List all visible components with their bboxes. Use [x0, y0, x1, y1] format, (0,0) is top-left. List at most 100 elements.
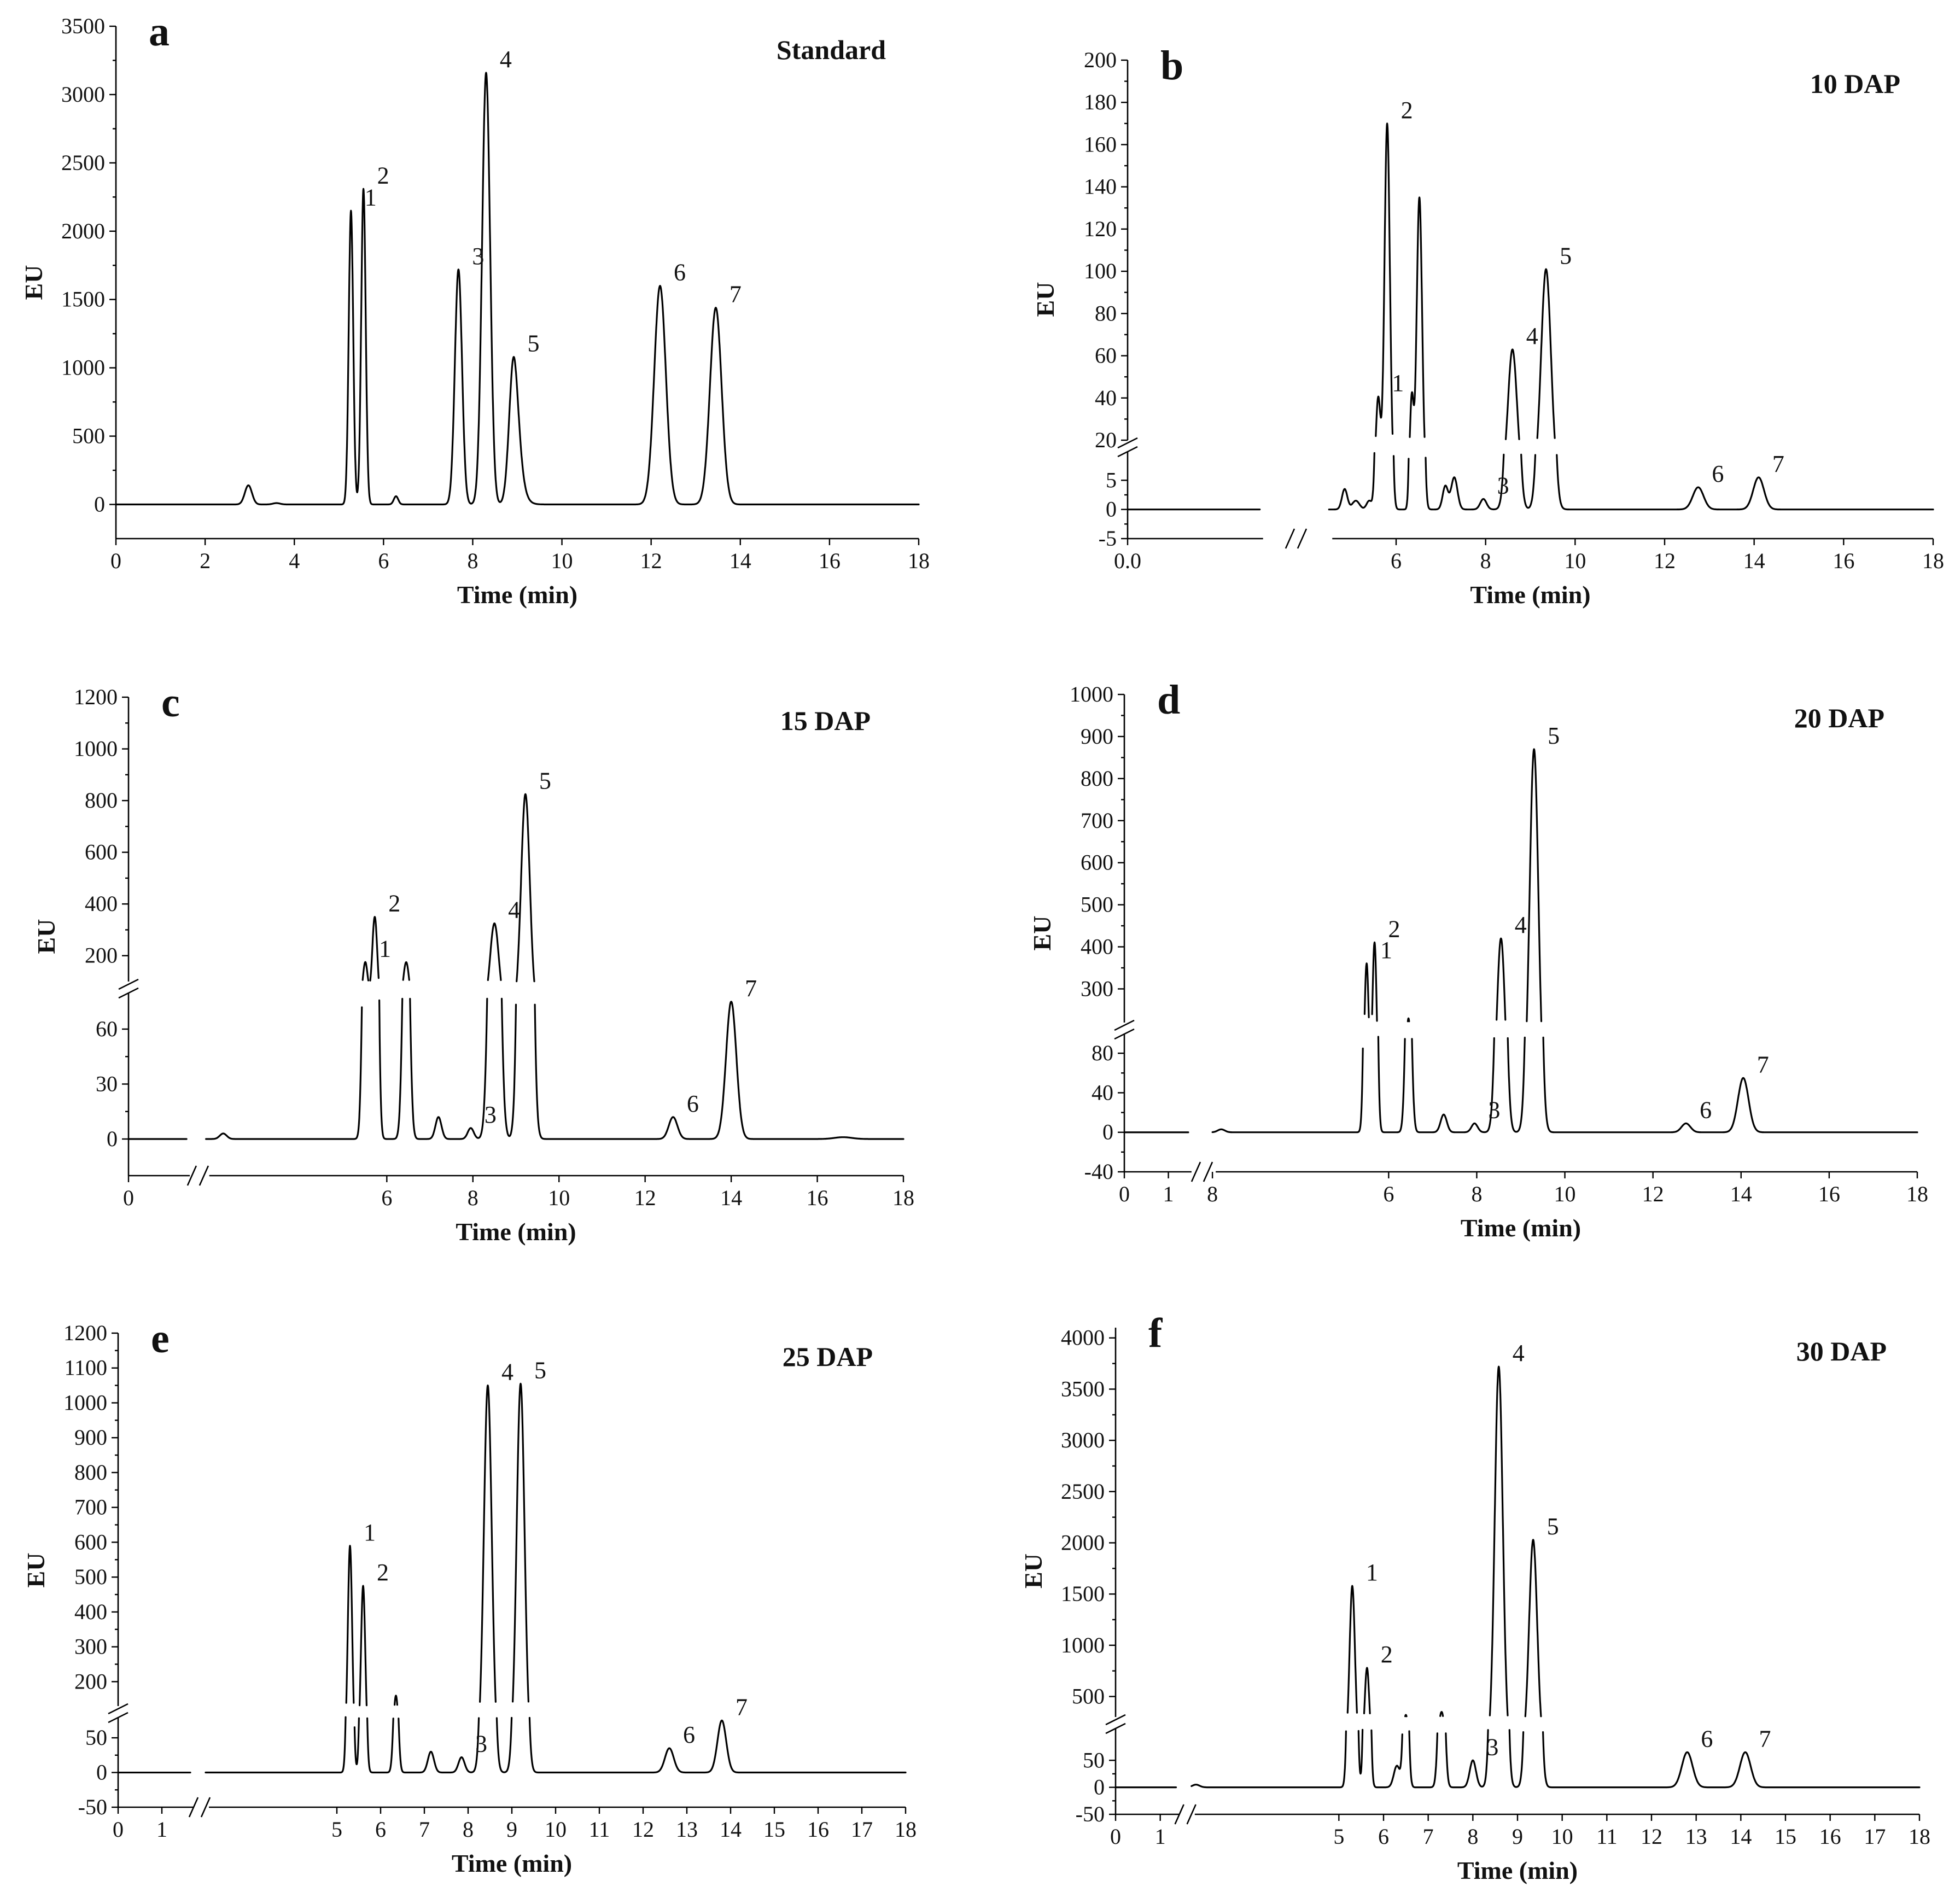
x-tick-label: 5	[331, 1817, 342, 1842]
x-tick-label: 12	[1642, 1182, 1664, 1206]
chromatogram-trace	[479, 1385, 497, 1703]
x-axis-title: Time (min)	[456, 1218, 576, 1246]
y-tick-label: 900	[1081, 724, 1113, 749]
x-tick-label: 0.0	[1114, 548, 1141, 573]
peak-label: 1	[1380, 937, 1392, 963]
peak-label: 5	[1560, 242, 1572, 269]
chromatogram-trace	[1526, 748, 1543, 1023]
chromatogram-trace	[1357, 1728, 1364, 1775]
y-tick-label: 200	[74, 1669, 107, 1693]
y-tick-label: 1200	[74, 685, 118, 709]
peak-label: 3	[1497, 472, 1509, 499]
panel-title: 30 DAP	[1796, 1336, 1887, 1366]
x-tick-label: 14	[720, 1817, 742, 1842]
peak-label: 7	[745, 975, 757, 1002]
y-tick-label: 400	[74, 1599, 107, 1624]
x-tick-label: 11	[1596, 1824, 1618, 1849]
chromatogram-trace	[1190, 1730, 1347, 1789]
peak-label: 2	[1388, 915, 1400, 942]
chromatogram-trace	[516, 793, 535, 983]
y-tick-label: 400	[85, 891, 118, 916]
y-axis-title: EU	[32, 919, 60, 954]
y-axis-title: EU	[22, 1553, 50, 1588]
x-tick-label: 16	[1833, 548, 1854, 573]
x-tick-label: 14	[1730, 1182, 1752, 1206]
chromatogram-trace	[1363, 1667, 1371, 1714]
x-tick-label: 14	[730, 548, 751, 573]
peak-label: 2	[377, 1559, 389, 1586]
y-tick-label: 800	[1081, 766, 1113, 791]
chromatogram-trace	[409, 997, 488, 1140]
x-tick-label: 9	[506, 1817, 517, 1842]
y-tick-label: 1000	[1061, 1633, 1105, 1657]
y-axis-break	[108, 1703, 129, 1724]
chromatogram-trace	[1496, 937, 1507, 1021]
chromatogram-trace	[345, 1545, 355, 1704]
x-tick-label: 18	[895, 1817, 917, 1842]
y-tick-label: 40	[1095, 386, 1117, 410]
x-tick-label: 10	[1551, 1824, 1573, 1849]
y-tick-label: 4000	[1061, 1325, 1105, 1350]
chromatogram-trace	[1536, 268, 1556, 439]
x-tick-label: 6	[1391, 548, 1402, 573]
x-tick-label: 12	[1641, 1824, 1662, 1849]
y-tick-label: 0	[107, 1126, 118, 1151]
panel-title: 10 DAP	[1810, 68, 1900, 99]
y-tick-label: 600	[1081, 850, 1113, 875]
chromatogram-trace	[353, 1717, 360, 1766]
x-tick-label: 10	[548, 1185, 570, 1210]
y-tick-label: 2500	[61, 150, 105, 175]
y-tick-label: 1500	[1061, 1581, 1105, 1606]
x-tick-label: 8	[1467, 1824, 1478, 1849]
panel-title: 25 DAP	[783, 1341, 873, 1372]
x-tick-label: 18	[1906, 1182, 1928, 1206]
x-axis-break	[1285, 528, 1308, 549]
chromatogram-trace	[205, 1716, 347, 1774]
peak-label: 7	[736, 1693, 748, 1720]
peak-label: 2	[377, 162, 389, 189]
chromatogram-trace	[1407, 1017, 1410, 1023]
x-tick-label: 9	[1512, 1824, 1523, 1849]
y-tick-label: 0	[96, 1760, 107, 1785]
y-tick-label: 2000	[1061, 1530, 1105, 1555]
y-tick-label: 600	[74, 1529, 107, 1554]
x-axis-title: Time (min)	[452, 1849, 572, 1877]
peak-label: 1	[364, 1519, 376, 1546]
x-tick-label: 1	[1155, 1824, 1166, 1849]
x-tick-label: 6	[1383, 1182, 1394, 1206]
chromatogram-trace	[398, 1717, 480, 1774]
x-tick-label: 1	[1163, 1182, 1174, 1206]
y-axis-title: EU	[20, 265, 48, 300]
x-tick-label: 18	[1922, 548, 1944, 573]
x-tick-label: 15	[1775, 1824, 1796, 1849]
x-axis-break	[186, 1165, 209, 1186]
x-tick-label: 12	[632, 1817, 654, 1842]
chromatogram-trace	[359, 1585, 367, 1707]
x-tick-label: 12	[1654, 548, 1676, 573]
chromatogram-trace	[534, 1001, 904, 1140]
chromatogram-trace	[366, 1717, 394, 1774]
chromatogram-trace	[1542, 1731, 1921, 1789]
peak-label: 2	[388, 890, 400, 917]
chromatogram-trace	[1370, 1729, 1403, 1789]
x-tick-label: 18	[1909, 1824, 1930, 1849]
chromatogram-trace	[1363, 962, 1370, 1019]
chromatogram-trace	[378, 997, 404, 1140]
y-axis-title: EU	[1019, 1553, 1047, 1588]
x-axis-break	[1190, 1161, 1213, 1182]
x-tick-label: 16	[807, 1185, 828, 1210]
chromatogram-trace	[1425, 453, 1505, 511]
y-tick-label: 1500	[61, 287, 105, 312]
chromatogram-trace	[402, 961, 410, 981]
chromatogram-trace	[205, 1006, 363, 1140]
y-tick-label: 700	[74, 1495, 107, 1520]
peak-label: 3	[475, 1731, 487, 1757]
chromatogram-trace	[1375, 122, 1394, 437]
x-tick-label: 7	[419, 1817, 430, 1842]
y-tick-label: -50	[78, 1795, 107, 1819]
y-tick-label: 3500	[1061, 1376, 1105, 1401]
y-tick-label: 5	[1106, 468, 1117, 492]
chromatogram-trace	[487, 922, 502, 981]
y-tick-label: 600	[85, 840, 118, 865]
y-tick-label: 1000	[63, 1390, 107, 1415]
